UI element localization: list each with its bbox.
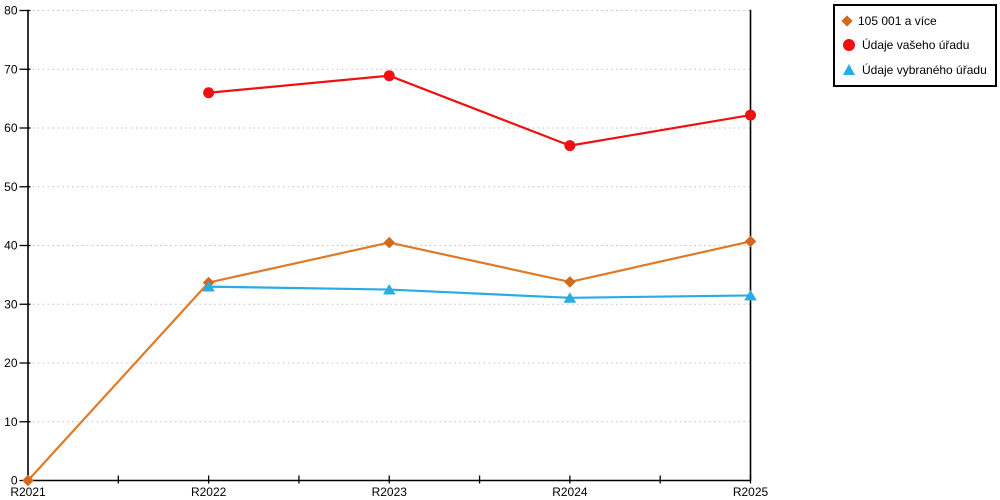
ticks [19,9,752,484]
circle-marker [383,70,395,82]
circle-marker-icon [843,39,855,52]
triangle-marker [202,281,215,292]
y-tick-label: 10 [4,415,18,429]
x-tick-label: R2021 [10,485,46,499]
y-tick-label: 0 [11,474,18,488]
triangle-marker [382,283,396,295]
x-tick-labels: R2021 R2022 R2023 R2024 R2025 [10,485,768,499]
legend-label: Údaje vašeho úřadu [862,38,970,53]
x-tick-label: R2025 [733,485,769,499]
y-tick-label: 50 [4,180,18,194]
series-udaje-vybraneho-uradu [202,281,757,303]
y-tick-label: 40 [4,239,18,253]
triangle-marker-icon [843,64,855,76]
triangle-marker [744,289,757,301]
series-105-001-a-vice [22,235,757,487]
diamond-marker [22,474,34,487]
circle-marker [203,87,215,99]
legend-item-udaje-vaseho-uradu: Údaje vašeho úřadu [843,38,993,53]
y-tick-label: 30 [4,297,18,311]
legend: 105 001 a více Údaje vašeho úřadu Údaje … [833,4,997,87]
circle-marker [564,140,576,152]
legend-item-udaje-vybraneho-uradu: Údaje vybraného úřadu [843,64,993,76]
triangle-marker [563,292,577,303]
legend-item-105-001-a-vice: 105 001 a více [841,14,993,29]
x-tick-label: R2024 [552,485,588,499]
y-tick-label: 70 [4,62,18,76]
legend-label: 105 001 a více [858,14,937,29]
diamond-marker [564,276,576,288]
series-line [207,74,752,147]
legend-label: Údaje vybraného úřadu [862,62,987,77]
diamond-marker [383,236,396,249]
diamond-marker-icon [841,15,853,27]
y-tick-label: 60 [4,121,18,135]
y-tick-label: 80 [4,4,18,18]
circle-marker [745,109,756,121]
y-tick-labels: 0 10 20 30 40 50 60 70 80 [4,4,18,488]
diamond-marker [744,235,757,248]
series-line [26,240,752,482]
x-tick-label: R2022 [191,485,227,499]
x-tick-label: R2023 [372,485,408,499]
y-tick-label: 20 [4,356,18,370]
series-line [207,285,752,299]
series-udaje-vaseho-uradu [203,70,756,152]
